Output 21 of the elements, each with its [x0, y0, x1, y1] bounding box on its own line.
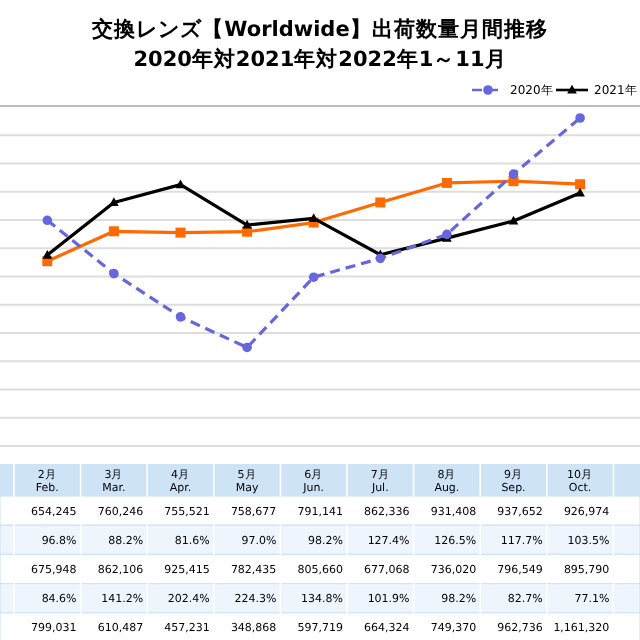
- point: [575, 187, 585, 197]
- point: [242, 219, 252, 229]
- chart-subtitle: 2020年対2021年対2022年1～11月: [133, 46, 507, 72]
- point: [508, 169, 519, 179]
- point: [508, 215, 519, 225]
- chart-title: 交換レンズ【Worldwide】出荷数量月間推移: [90, 16, 548, 42]
- point: [175, 179, 186, 189]
- point: [109, 197, 119, 207]
- point: [242, 342, 252, 353]
- point: [575, 113, 585, 123]
- point: [375, 253, 386, 264]
- point: [42, 215, 53, 226]
- point: [175, 227, 186, 238]
- point: [375, 197, 386, 208]
- point: [175, 312, 186, 322]
- point: [108, 226, 119, 237]
- point: [575, 179, 586, 190]
- point: [308, 272, 319, 282]
- point: [441, 177, 452, 188]
- point: [109, 268, 119, 279]
- point: [42, 249, 53, 259]
